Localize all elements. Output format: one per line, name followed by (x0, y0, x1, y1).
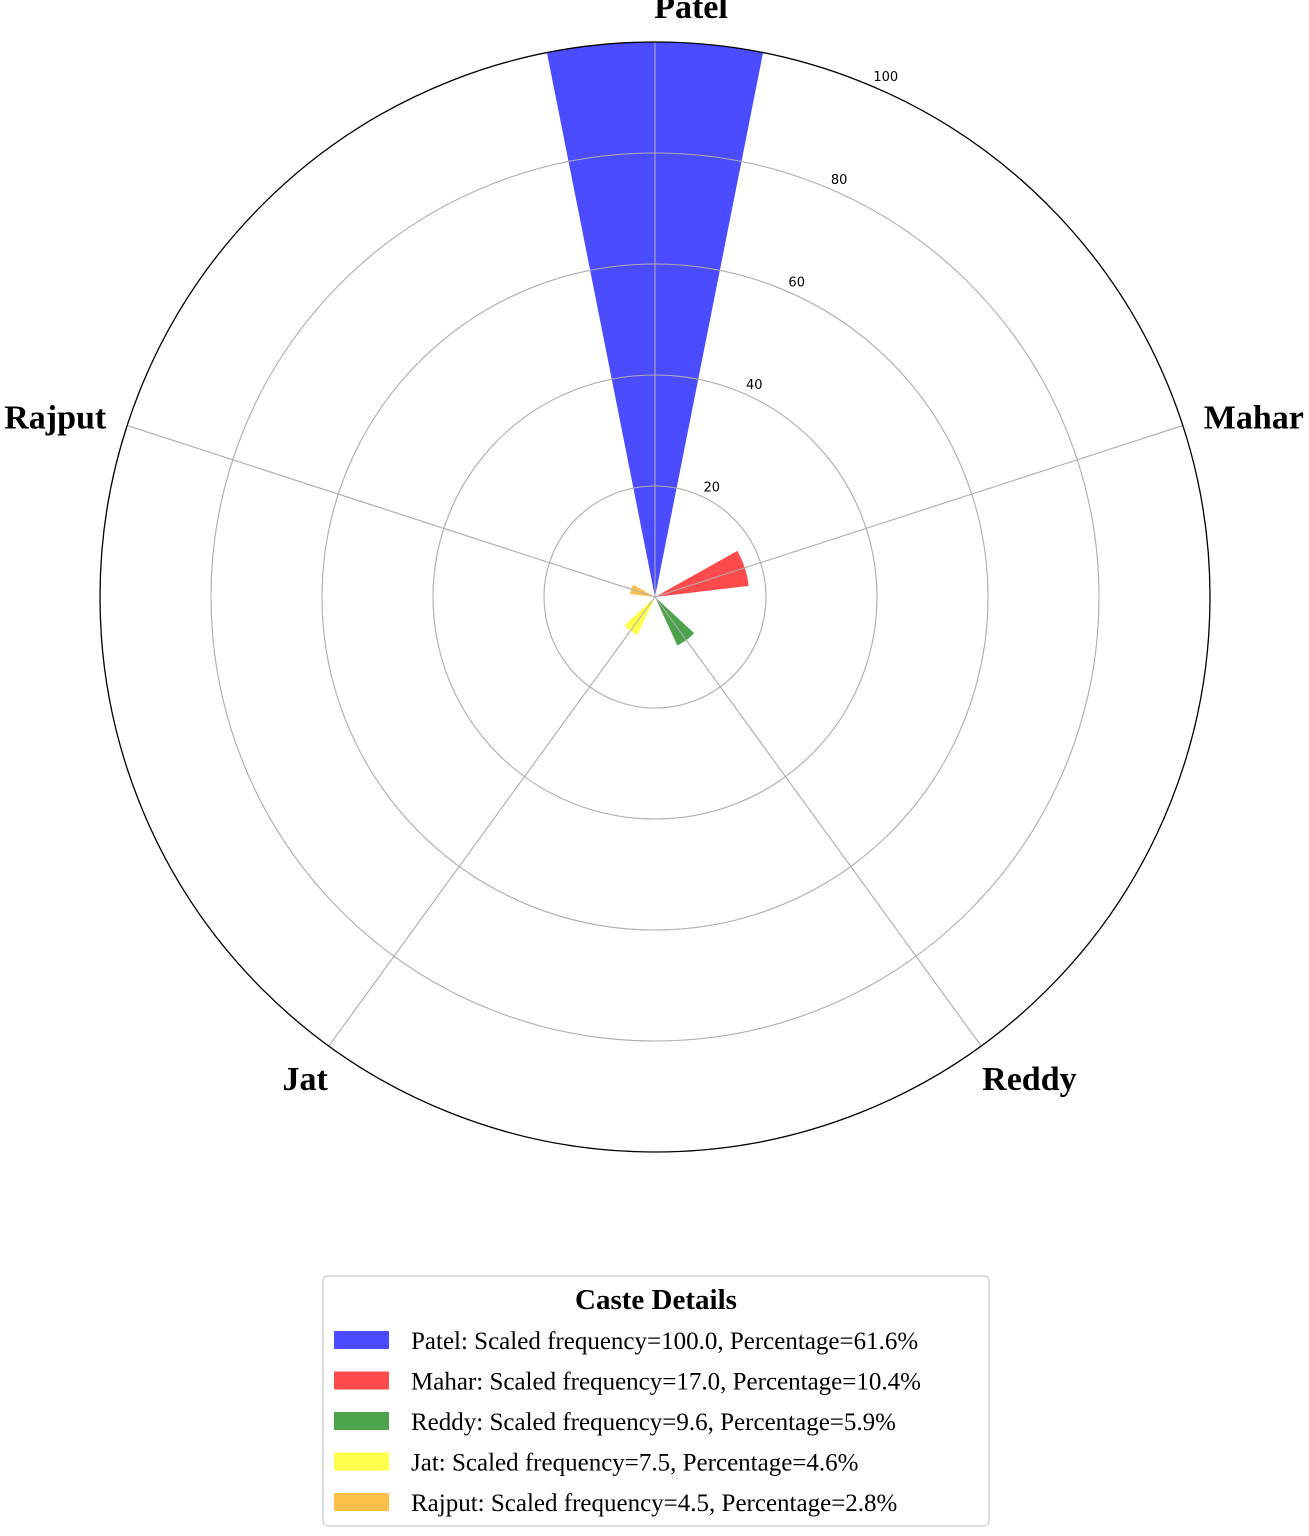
bar-mahar (655, 550, 749, 597)
category-labels: Patel Mahar Reddy Jat Rajput (4, 0, 1304, 1098)
legend-swatch-mahar (334, 1371, 389, 1390)
legend-entry-reddy: Reddy: Scaled frequency=9.6, Percentage=… (411, 1409, 896, 1436)
legend-entry-patel: Patel: Scaled frequency=100.0, Percentag… (411, 1328, 918, 1355)
legend-box (322, 1275, 990, 1527)
r-tick-label-80: 80 (831, 173, 848, 188)
legend-swatch-rajput (334, 1493, 389, 1511)
r-tick-label-60: 60 (788, 275, 805, 290)
legend-entry-jat: Jat: Scaled frequency=7.5, Percentage=4.… (411, 1450, 858, 1477)
category-label-patel: Patel (654, 0, 728, 26)
legend: Caste Details Patel: Scaled frequency=10… (322, 1275, 990, 1527)
r-tick-label-20: 20 (703, 480, 720, 495)
bar-rajput (630, 584, 655, 597)
r-tick-label-40: 40 (746, 378, 763, 393)
category-label-mahar: Mahar (1204, 400, 1304, 437)
angular-gridline-overlay-jat (328, 596, 656, 1047)
legend-swatch-reddy (334, 1412, 389, 1430)
legend-entries: Patel: Scaled frequency=100.0, Percentag… (334, 1328, 921, 1517)
category-label-rajput: Rajput (4, 400, 107, 437)
polar-frame (99, 41, 1211, 1153)
legend-swatch-jat (334, 1452, 389, 1471)
polar-grid-overlay (127, 42, 1183, 1047)
legend-entry-rajput: Rajput: Scaled frequency=4.5, Percentage… (411, 1490, 897, 1517)
angular-gridline-overlay-rajput (127, 425, 656, 598)
category-label-jat: Jat (283, 1061, 329, 1098)
legend-entry-mahar: Mahar: Scaled frequency=17.0, Percentage… (411, 1369, 921, 1396)
angular-gridline-overlay-reddy (654, 596, 982, 1047)
legend-swatch-patel (334, 1331, 389, 1349)
radial-tick-labels: 20 40 60 80 100 (703, 70, 898, 495)
bar-jat (624, 597, 655, 635)
bar-reddy (655, 597, 695, 646)
legend-title: Caste Details (575, 1284, 737, 1316)
angular-gridline-overlay-mahar (654, 425, 1183, 598)
r-tick-label-100: 100 (873, 70, 898, 85)
polar-bars (127, 42, 1183, 1047)
category-label-reddy: Reddy (982, 1061, 1076, 1098)
